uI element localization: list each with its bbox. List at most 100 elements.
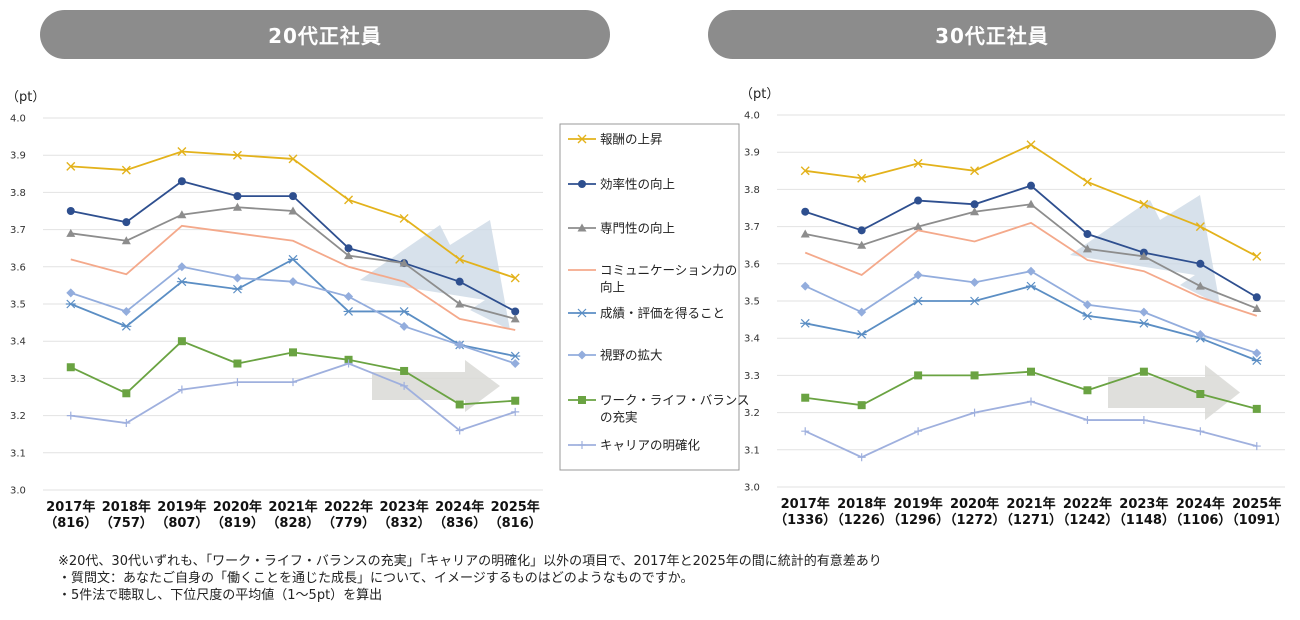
sample-size-label: （1106） [1169,512,1231,528]
series-7 [801,397,1261,462]
series-6 [801,367,1261,413]
legend-entry: 成績・評価を得ること [568,306,725,321]
data-point [970,200,979,209]
data-point [1195,329,1205,339]
x-tick-label: 2021年 [268,499,317,515]
data-point [66,228,76,237]
data-point [177,262,187,272]
data-point [233,359,242,368]
x-tick-label: 2018年 [102,499,151,515]
data-point [801,427,810,436]
sample-size-label: （832） [378,515,431,531]
data-point [913,222,923,231]
data-point [1027,397,1035,406]
series-2 [800,199,1262,312]
data-point [913,158,923,168]
data-point [511,396,520,405]
legend-label: の充実 [600,410,638,425]
y-tick-label: 3.4 [744,334,760,345]
x-tick-label: 2024年 [435,499,484,515]
sample-size-label: （1271） [1000,512,1062,528]
x-tick-label: 2023年 [380,499,429,515]
data-point [66,288,76,298]
legend-label: キャリアの明確化 [600,438,701,453]
data-point [121,321,132,331]
data-point [289,348,297,357]
data-point [1139,307,1149,317]
data-point [344,292,354,302]
data-point [232,150,242,160]
data-point [455,400,464,409]
data-point [801,393,810,402]
sample-size-label: （1242） [1056,512,1118,528]
data-point [1027,181,1035,190]
data-point [233,192,242,201]
data-point [400,366,409,375]
data-point [857,173,867,183]
x-tick-label: 2025年 [491,499,540,515]
data-point [288,154,298,164]
data-point [66,363,75,372]
data-point [1082,177,1092,187]
sample-size-label: （1226） [831,512,893,528]
sample-size-label: （836） [433,515,486,531]
data-point [122,419,131,428]
data-point [288,254,298,264]
data-point [121,165,131,175]
series-line [70,224,516,331]
x-tick-label: 2020年 [213,499,262,515]
chart-20s: （pt） 4.0 3.9 3.8 3.7 3.6 3.5 3.4 3.3 3.2 3.1 3.0 201… [6,90,543,531]
data-point [1252,293,1261,302]
sample-size-label: （1296） [887,512,949,528]
sample-size-label: （1272） [943,512,1005,528]
y-tick-label: 3.0 [10,486,26,497]
data-point [1083,386,1092,395]
series-0 [66,146,520,283]
y-tick-label: 3.6 [744,259,760,270]
data-point [510,351,521,361]
data-point [1252,251,1262,261]
data-point [857,307,867,317]
data-point [1026,199,1036,208]
data-point [1195,281,1205,290]
legend-label: 視野の拡大 [600,348,663,363]
data-point [801,207,810,216]
data-point [289,378,297,387]
sample-size-label: （1148） [1113,512,1175,528]
series-5 [800,266,1262,358]
data-point [122,389,131,398]
data-point [510,273,520,283]
data-point [1026,281,1036,291]
legend-label: 専門性の向上 [600,221,675,236]
data-point [511,407,520,416]
y-tick-label: 3.2 [744,408,760,419]
data-point [399,321,409,331]
x-tick-label: 2017年 [781,496,830,512]
sample-size-label: （819） [211,515,264,531]
legend-entry: キャリアの明確化 [568,438,701,453]
trend-flat-arrow [1108,365,1240,420]
footnote-question: ・質問文：あなたご自身の「働くことを通じた成長」について、イメージするものはどの… [58,571,694,586]
sample-size-label: （757） [100,515,153,531]
legend-swatch-marker [577,308,587,318]
data-point [1026,266,1036,276]
x-tick-label: 2018年 [837,496,886,512]
y-tick-label: 3.5 [10,300,26,311]
x-tick-label: 2019年 [894,496,943,512]
data-point [1196,259,1205,268]
y-tick-label: 3.8 [10,188,26,199]
data-point [1252,303,1262,312]
data-point [121,306,131,316]
legend-label: 報酬の上昇 [600,132,663,147]
data-point [177,210,187,219]
legend-label: コミュニケーション力の [600,263,737,278]
y-tick-label: 3.7 [744,222,760,233]
data-point [857,240,867,249]
data-point [857,401,866,410]
data-point [1252,404,1261,413]
legend-label: ワーク・ライフ・バランス [600,393,750,408]
data-point [970,207,980,216]
y-tick-label: 3.7 [10,225,26,236]
legend-label: 向上 [600,280,625,295]
data-point [1083,230,1092,239]
